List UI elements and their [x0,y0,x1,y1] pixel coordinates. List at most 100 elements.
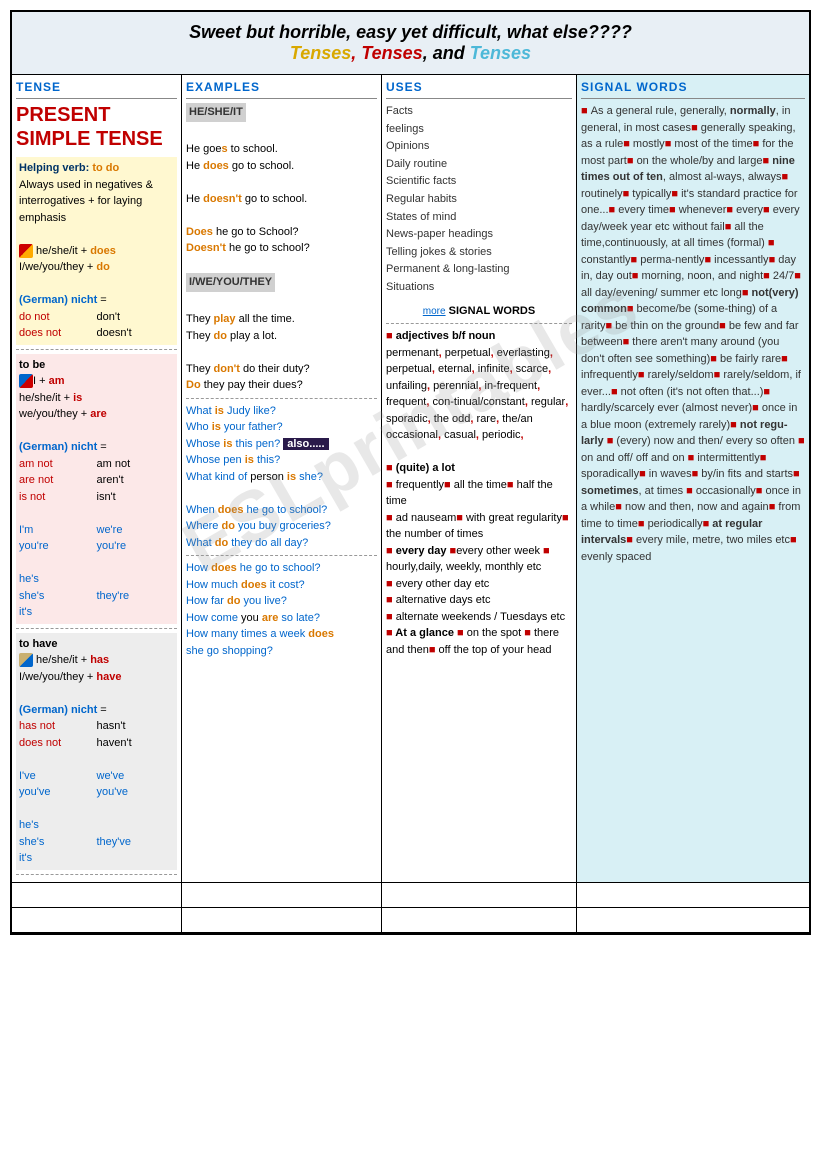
ex: he go to school? [226,242,310,254]
q: How much [186,579,241,591]
sw: every other day etc [396,578,490,590]
neg: hasn't [97,718,175,735]
helping-verb-section: Helping verb: to do Always used in negat… [16,157,177,345]
contraction: you've [97,784,175,801]
q-hl: do [227,595,240,607]
sw: the number of times [386,528,483,540]
ex: they pay their dues? [201,379,303,391]
neg: has not [19,718,97,735]
q: Judy like? [224,405,276,417]
tenses-word-1: Tenses [290,43,351,63]
ex-hl: doesn't [203,193,242,205]
sw: frequently [396,479,444,491]
use-item: Telling jokes & stories [386,246,492,258]
use-item: Permanent & long-lasting [386,263,510,275]
sw: all the time [454,479,507,491]
adj-heading: adjectives b/f noun [396,330,496,342]
use-item: Facts [386,105,413,117]
sw: hourly,daily, weekly, monthly etc [386,561,541,573]
equals: = [97,294,106,306]
neg: do not [19,309,97,326]
rule-verb: are [90,408,107,420]
help-label: Helping verb: [19,162,89,174]
q-hl: does [308,628,334,640]
german-label: (German) nicht [19,441,97,453]
sw-bold: every day [396,545,447,557]
q: What kind of [186,471,250,483]
neg: doesn't [97,325,175,342]
adj-list: permenant, perpetual, everlasting, perpe… [386,347,568,442]
tobe-label: to be [19,359,45,371]
contraction: you've [19,784,97,801]
q-hl: is [215,405,224,417]
ex: He goe [186,143,221,155]
uses-list: Facts feelings Opinions Daily routine Sc… [386,103,572,297]
pencil-icon [19,244,33,258]
also-badge: also..... [283,438,328,450]
use-item: News-paper headings [386,228,493,240]
q-hl: does [211,562,237,574]
col-examples: EXAMPLES HE/SHE/IT He goes to school. He… [182,75,382,883]
main-grid: TENSE PRESENT SIMPLE TENSE Helping verb:… [12,75,809,883]
sw: off the top of your head [439,644,552,656]
contraction: I'm [19,522,97,539]
sw: with great regularity [466,512,562,524]
header-line1: Sweet but horrible, easy yet difficult, … [17,22,804,43]
neg: does not [19,735,97,752]
neg: does not [19,325,97,342]
use-item: Scientific facts [386,175,456,187]
col-header-signal: SIGNAL WORDS [581,78,805,99]
neg: don't [97,309,175,326]
ex-hl: Does [186,226,213,238]
col-header-tense: TENSE [16,78,177,99]
neg: am not [97,456,175,473]
rule-verb: has [90,654,109,666]
neg: are not [19,472,97,489]
tenses-word-2: Tenses [361,43,422,63]
q-hl: does [218,504,244,516]
ex: They [186,313,214,325]
use-item: Regular habits [386,193,457,205]
contraction: it's [19,850,97,867]
empty-row-2 [12,908,809,933]
q: How many times a week [186,628,308,640]
rule-text: I/we/you/they + [19,671,96,683]
q: Who [186,421,212,433]
ex: to school. [228,143,278,155]
use-item: States of mind [386,211,456,223]
ex: They [186,363,214,375]
tohave-label: to have [19,638,58,650]
q: she? [296,471,323,483]
q-hl: do [215,537,228,549]
sw: alternative days etc [396,594,491,606]
pencil-icon [19,653,33,667]
q: this? [254,454,280,466]
col-header-examples: EXAMPLES [186,78,377,99]
comma: , and [423,43,470,63]
more-signal-label: SIGNAL WORDS [446,305,536,317]
sw: alternate weekends / Tuesdays etc [396,611,565,623]
subhead-hesheit: HE/SHE/IT [186,103,246,122]
ex: go to school. [242,193,307,205]
q: so late? [278,612,320,624]
ex: do their duty? [240,363,310,375]
neg: isn't [97,489,175,506]
q: he go to school? [243,504,327,516]
col-header-uses: USES [386,78,572,99]
q: your father? [221,421,283,433]
contraction: he's [19,571,97,588]
q: How come [186,612,241,624]
ex: he go to School? [213,226,299,238]
q: it cost? [267,579,305,591]
use-item: Opinions [386,140,429,152]
rule-verb: am [49,375,65,387]
use-item: feelings [386,123,424,135]
q: Whose [186,438,223,450]
q: Whose pen [186,454,245,466]
comma: , [351,43,361,63]
sw: every other week [456,545,540,557]
use-item: Situations [386,281,434,293]
q: he go to school? [237,562,321,574]
q-hl: is [287,471,296,483]
equals: = [97,441,106,453]
